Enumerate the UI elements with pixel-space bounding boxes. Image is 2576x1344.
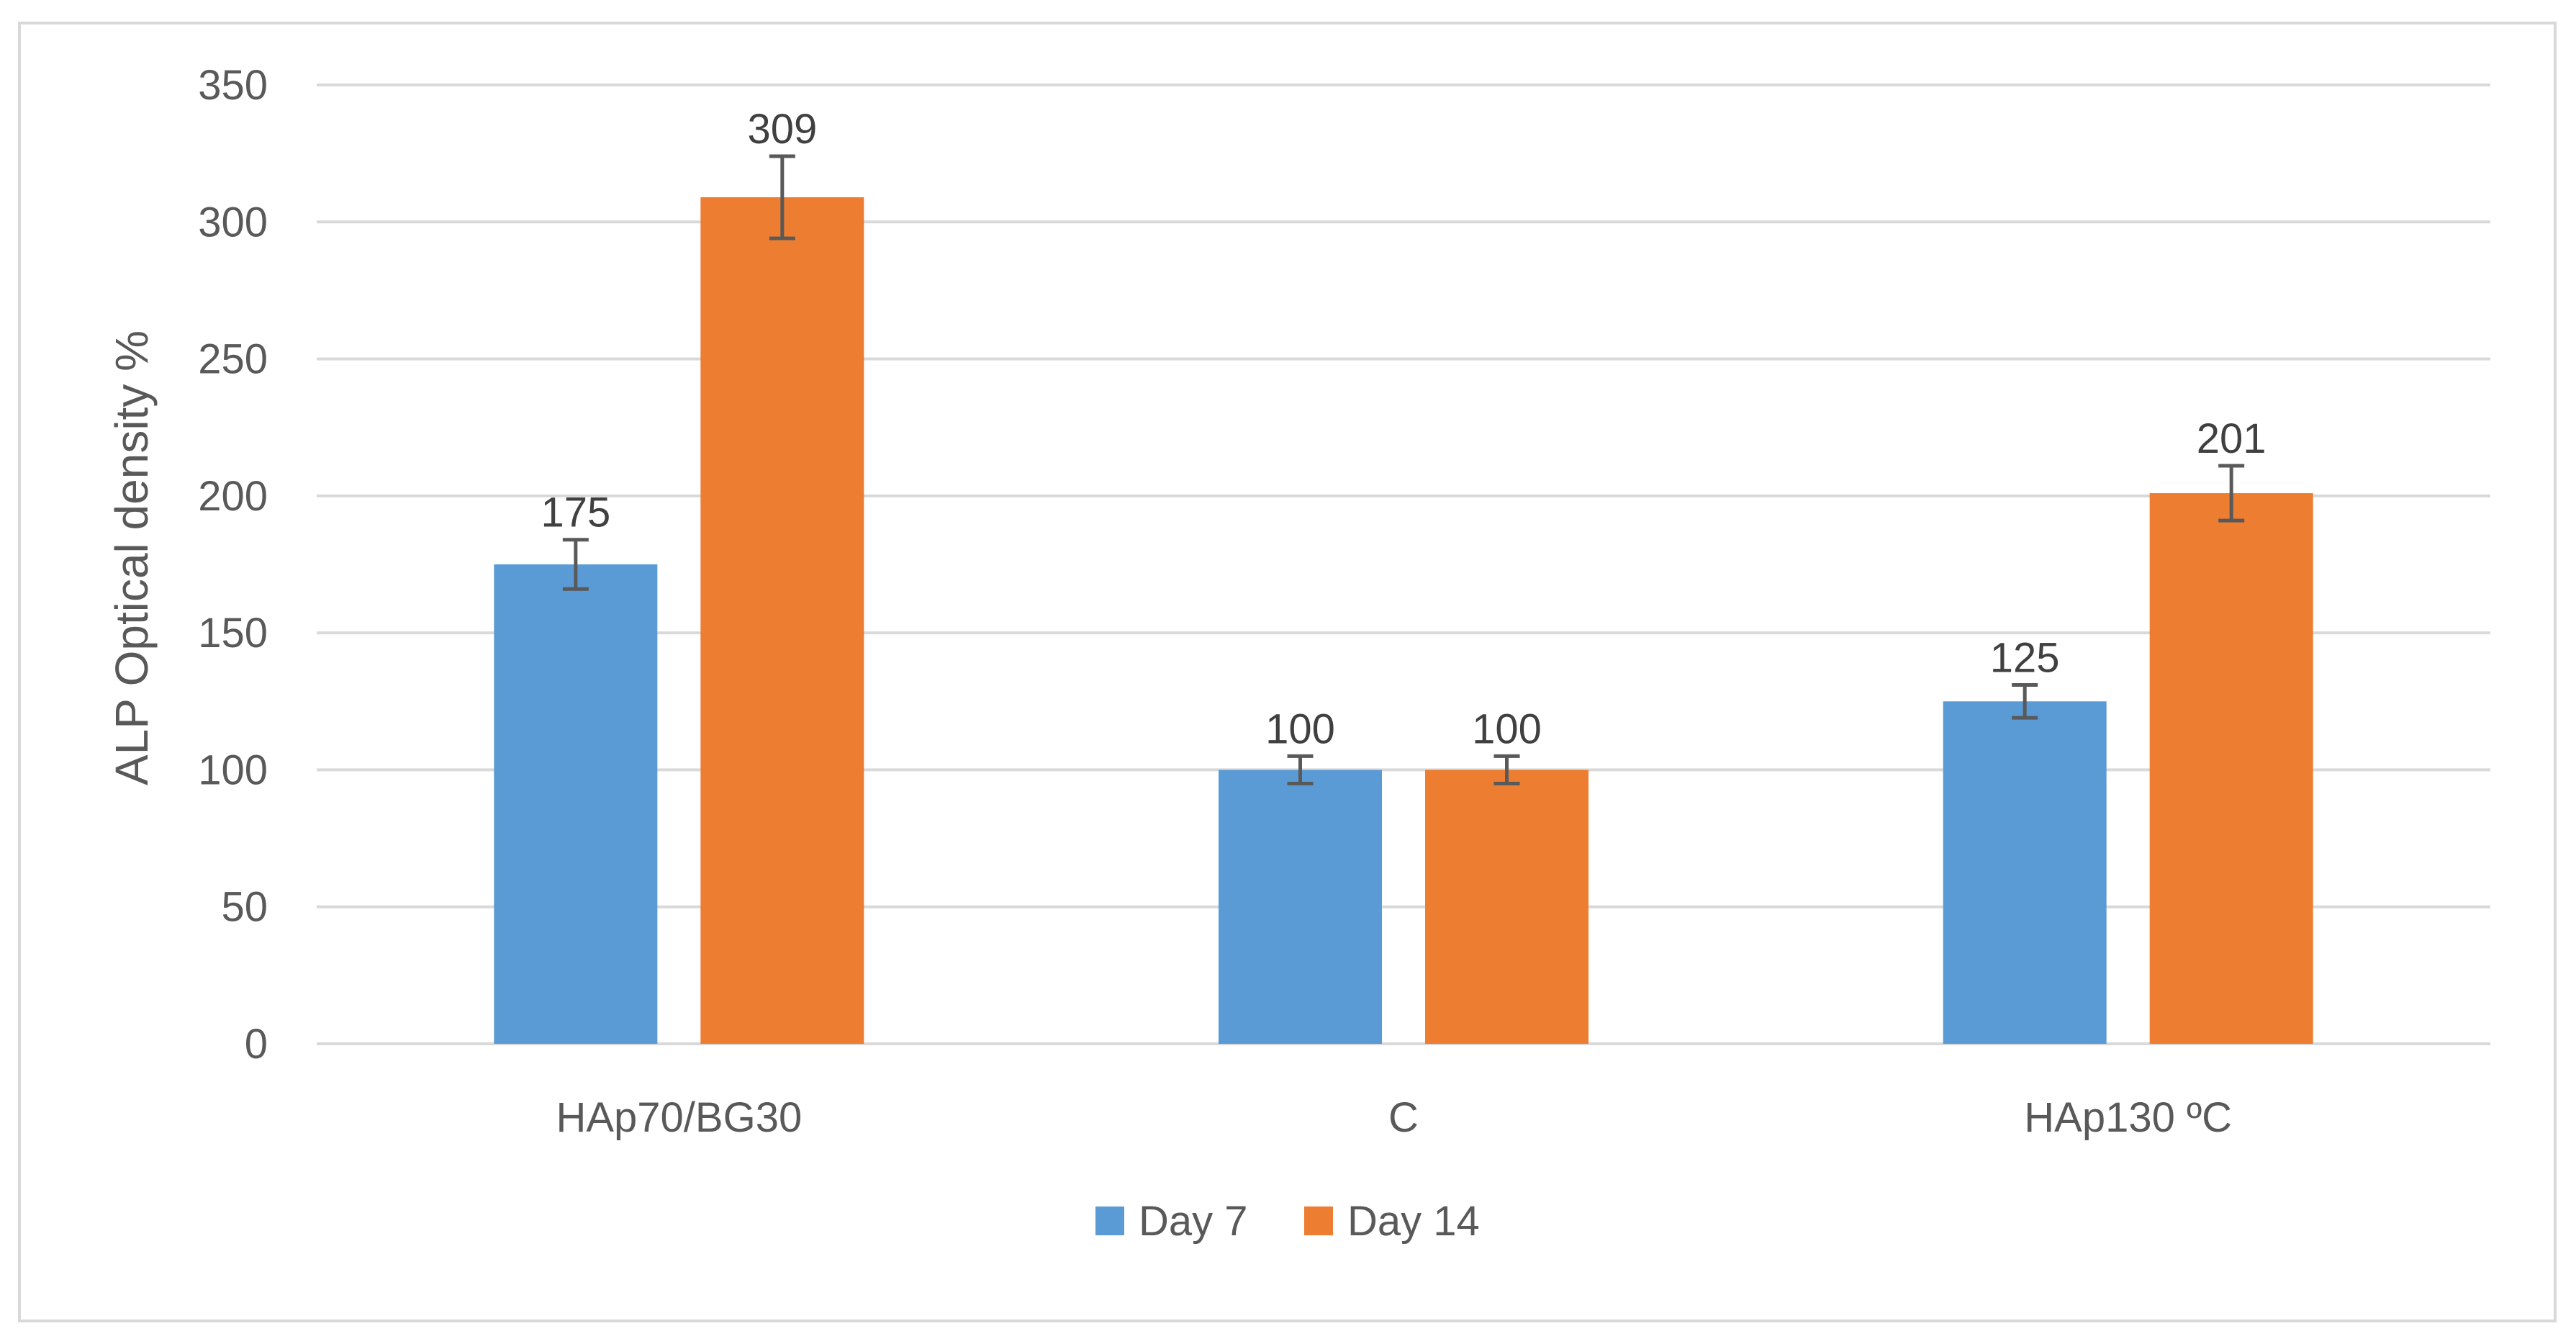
bars xyxy=(494,197,2313,1044)
bar xyxy=(700,197,864,1044)
bar xyxy=(1425,770,1588,1044)
legend-item: Day 7 xyxy=(1095,1198,1248,1245)
y-axis-ticks: 0 50 100 150 200 250 300 350 xyxy=(198,62,268,1068)
legend-swatch xyxy=(1304,1207,1333,1235)
y-tick-label: 300 xyxy=(198,199,268,245)
data-label: 201 xyxy=(2197,415,2267,462)
x-category-label: C xyxy=(1388,1094,1419,1141)
error-bar xyxy=(2012,682,2038,720)
x-category-label: HAp70/BG30 xyxy=(556,1094,802,1141)
error-bar xyxy=(1287,754,1314,785)
x-category-label: HAp130 ºC xyxy=(2024,1094,2232,1141)
y-tick-label: 150 xyxy=(198,610,268,657)
y-tick-label: 0 xyxy=(245,1021,268,1068)
error-bar xyxy=(1493,754,1520,785)
y-tick-label: 200 xyxy=(198,473,268,520)
chart-frame xyxy=(18,22,2557,1322)
gridlines xyxy=(317,84,2490,1045)
legend-swatch xyxy=(1095,1207,1124,1235)
data-label: 125 xyxy=(1990,634,2060,681)
bar xyxy=(1219,770,1382,1044)
data-label: 175 xyxy=(541,490,610,536)
legend-label: Day 14 xyxy=(1347,1198,1480,1245)
error-bar xyxy=(2218,464,2245,523)
y-tick-label: 50 xyxy=(221,884,268,931)
bar xyxy=(494,564,658,1044)
bar xyxy=(2149,493,2313,1044)
data-label: 100 xyxy=(1265,705,1335,752)
y-tick-label: 250 xyxy=(198,336,268,383)
y-tick-label: 100 xyxy=(198,747,268,793)
error-bars xyxy=(562,154,2245,785)
bar xyxy=(1943,701,2107,1044)
y-tick-label: 350 xyxy=(198,62,268,109)
data-labels: 175 309 100 100 125 201 xyxy=(541,106,2266,752)
data-label: 100 xyxy=(1472,705,1542,752)
data-label: 309 xyxy=(747,106,817,153)
legend: Day 7 Day 14 xyxy=(1095,1198,1480,1245)
x-axis-categories: HAp70/BG30 C HAp130 ºC xyxy=(556,1094,2232,1141)
legend-label: Day 7 xyxy=(1139,1198,1248,1245)
error-bar xyxy=(769,154,795,240)
y-axis-title: ALP Optical density % xyxy=(106,330,158,785)
error-bar xyxy=(562,538,589,591)
legend-item: Day 14 xyxy=(1304,1198,1480,1245)
